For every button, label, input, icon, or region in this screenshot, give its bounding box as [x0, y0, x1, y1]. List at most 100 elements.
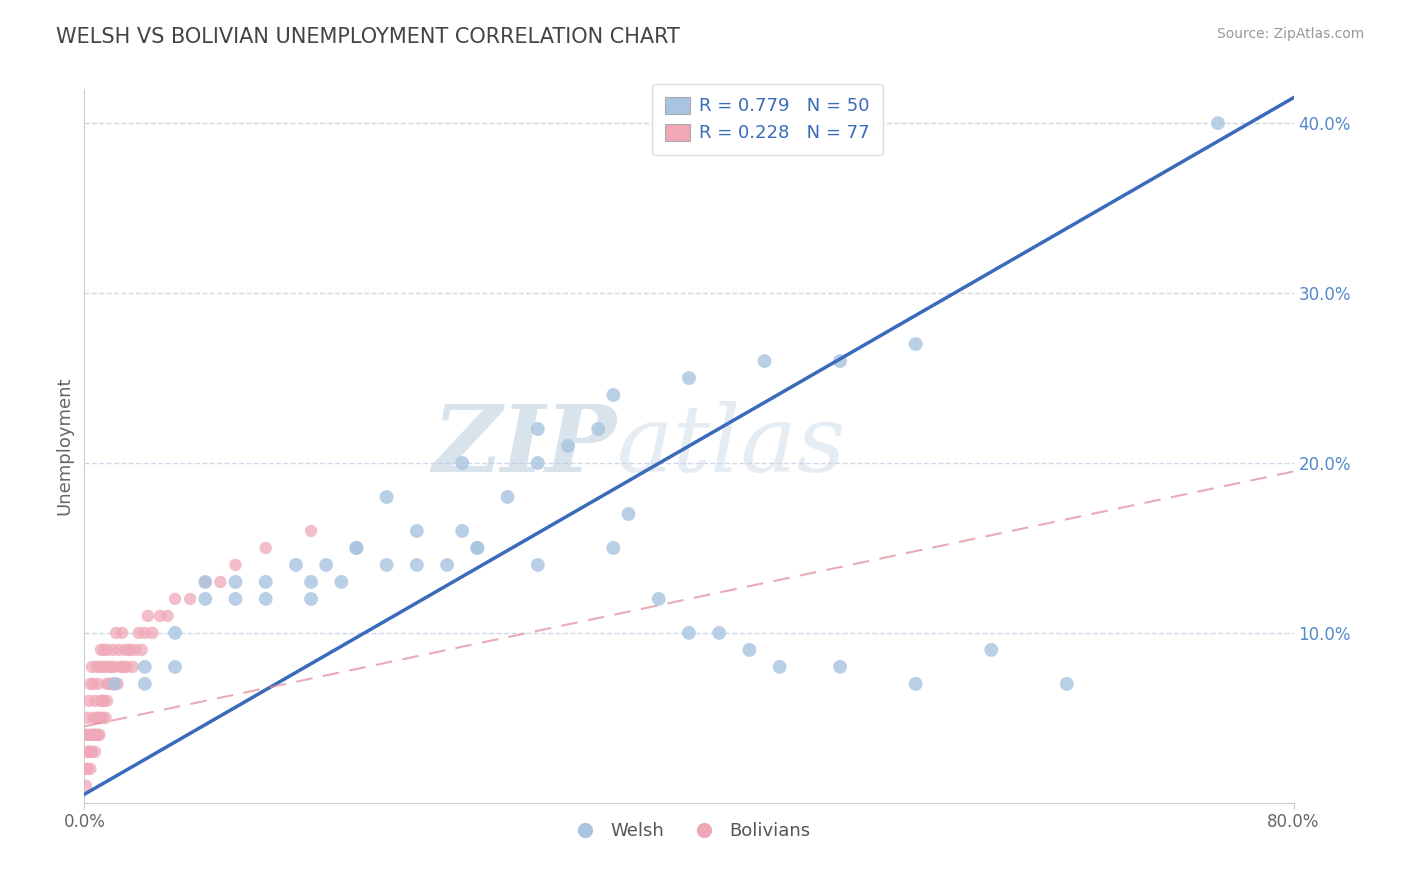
Point: [110, 660, 132, 674]
Point: [131, 643, 153, 657]
Point: [111, 626, 134, 640]
Point: [121, 660, 143, 674]
Point: [94, 711, 117, 725]
Point: [165, 591, 187, 606]
Point: [86, 660, 108, 674]
Point: [112, 660, 135, 674]
Point: [80, 745, 103, 759]
Point: [299, 574, 322, 589]
Point: [94, 660, 117, 674]
Point: [87, 677, 110, 691]
Point: [709, 626, 731, 640]
Point: [754, 354, 776, 368]
Point: [194, 574, 217, 589]
Point: [118, 643, 141, 657]
Point: [648, 591, 671, 606]
Point: [115, 660, 138, 674]
Point: [91, 694, 114, 708]
Point: [451, 456, 474, 470]
Point: [97, 677, 120, 691]
Point: [980, 643, 1002, 657]
Point: [588, 422, 610, 436]
Text: atlas: atlas: [616, 401, 846, 491]
Point: [101, 643, 124, 657]
Point: [254, 574, 277, 589]
Point: [91, 660, 114, 674]
Point: [105, 626, 128, 640]
Point: [89, 660, 111, 674]
Point: [830, 354, 852, 368]
Point: [111, 660, 134, 674]
Point: [104, 660, 127, 674]
Point: [165, 626, 187, 640]
Point: [156, 608, 179, 623]
Point: [89, 711, 111, 725]
Point: [527, 422, 550, 436]
Point: [194, 574, 217, 589]
Point: [90, 694, 112, 708]
Point: [738, 643, 761, 657]
Point: [678, 371, 700, 385]
Point: [406, 558, 429, 572]
Point: [98, 660, 121, 674]
Point: [76, 711, 98, 725]
Point: [82, 711, 104, 725]
Point: [77, 728, 100, 742]
Point: [75, 762, 97, 776]
Point: [77, 694, 100, 708]
Point: [225, 591, 247, 606]
Point: [1056, 677, 1078, 691]
Point: [84, 745, 107, 759]
Text: Source: ZipAtlas.com: Source: ZipAtlas.com: [1216, 27, 1364, 41]
Point: [134, 660, 156, 674]
Point: [100, 677, 122, 691]
Point: [299, 591, 322, 606]
Point: [136, 608, 159, 623]
Point: [904, 337, 927, 351]
Point: [84, 694, 107, 708]
Point: [285, 558, 308, 572]
Point: [79, 762, 101, 776]
Point: [769, 660, 792, 674]
Point: [84, 728, 107, 742]
Point: [904, 677, 927, 691]
Point: [165, 660, 187, 674]
Legend: Welsh, Bolivians: Welsh, Bolivians: [560, 815, 818, 847]
Point: [1206, 116, 1229, 130]
Point: [451, 524, 474, 538]
Point: [82, 677, 104, 691]
Point: [194, 591, 217, 606]
Point: [104, 677, 127, 691]
Point: [346, 541, 368, 555]
Point: [375, 558, 398, 572]
Point: [375, 490, 398, 504]
Point: [108, 643, 131, 657]
Point: [75, 728, 97, 742]
Point: [128, 626, 150, 640]
Point: [179, 591, 201, 606]
Point: [225, 574, 247, 589]
Point: [436, 558, 458, 572]
Point: [678, 626, 700, 640]
Point: [104, 677, 127, 691]
Point: [134, 677, 156, 691]
Point: [134, 626, 156, 640]
Point: [141, 626, 163, 640]
Point: [87, 728, 110, 742]
Point: [830, 660, 852, 674]
Point: [467, 541, 489, 555]
Point: [149, 608, 172, 623]
Point: [602, 388, 624, 402]
Point: [114, 643, 136, 657]
Point: [96, 677, 118, 691]
Point: [79, 677, 101, 691]
Point: [75, 779, 97, 793]
Point: [602, 541, 624, 555]
Point: [80, 728, 103, 742]
Point: [254, 541, 277, 555]
Point: [299, 524, 322, 538]
Y-axis label: Unemployment: Unemployment: [55, 376, 73, 516]
Point: [79, 745, 101, 759]
Point: [93, 694, 115, 708]
Point: [496, 490, 519, 504]
